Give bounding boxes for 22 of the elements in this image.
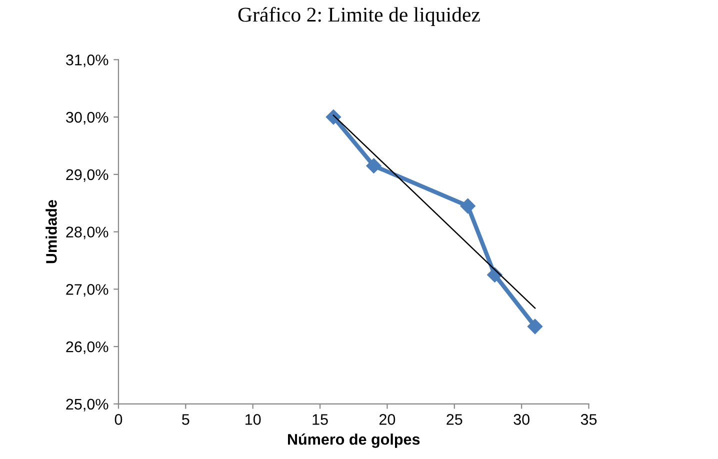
x-tick-label: 15: [312, 414, 328, 425]
x-axis-title: Número de golpes: [288, 433, 420, 448]
y-tick-label: 28,0%: [66, 226, 108, 240]
x-tick-label: 10: [246, 414, 261, 425]
chart-title: Gráfico 2: Limite de liquidez: [238, 6, 480, 26]
x-tick-label: 0: [114, 414, 122, 425]
point: [366, 158, 382, 174]
x-tick-label: 20: [379, 414, 396, 425]
y-tick-label: 31,0%: [66, 54, 108, 68]
y-tick-label: 29,0%: [66, 169, 108, 182]
point: [460, 198, 476, 214]
y-tick-label: 30,0%: [66, 112, 108, 125]
point: [326, 109, 342, 125]
x-tick-label: 5: [182, 414, 190, 425]
y-tick-label: 27,0%: [66, 284, 108, 297]
point: [527, 318, 543, 334]
x-tick-label: 30: [514, 414, 530, 425]
y-axis-title: Umidade: [46, 200, 57, 264]
x-tick-label: 35: [580, 414, 597, 425]
x-tick-label: 25: [446, 414, 462, 425]
y-tick-label: 26,0%: [66, 341, 108, 354]
y-tick-label: 25,0%: [66, 398, 108, 412]
